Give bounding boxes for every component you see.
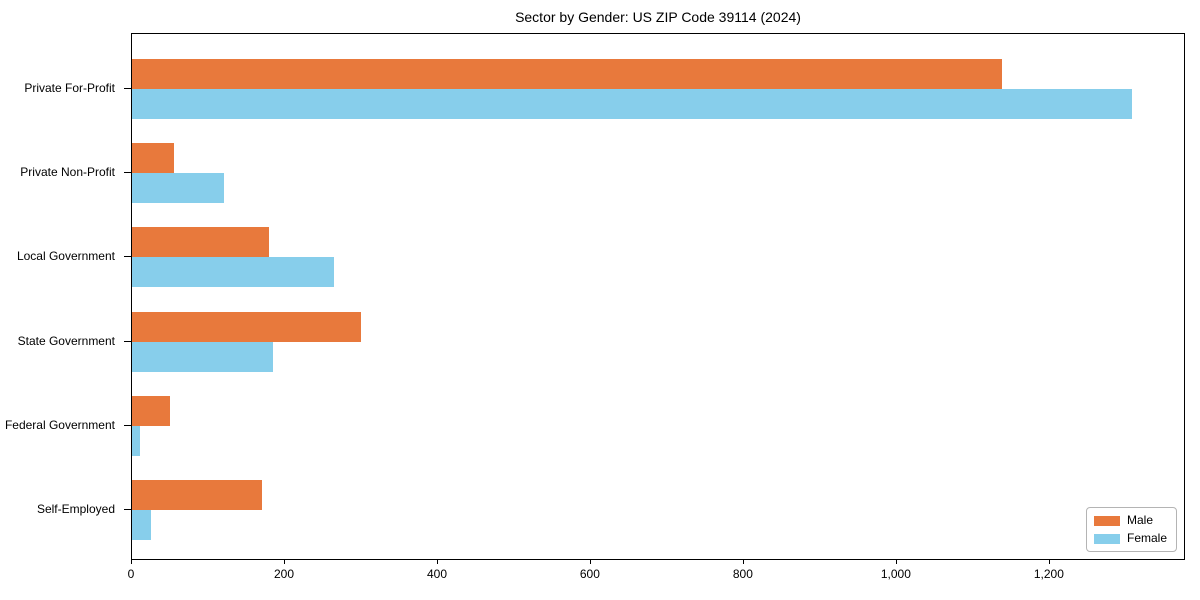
y-tick-label: Local Government bbox=[16, 249, 115, 264]
x-tick-mark bbox=[437, 560, 438, 564]
x-tick-label: 600 bbox=[579, 567, 600, 581]
y-tick-label: State Government bbox=[17, 333, 115, 348]
bar-female-1 bbox=[132, 173, 224, 204]
bar-male-2 bbox=[132, 227, 270, 258]
bar-female-4 bbox=[132, 425, 140, 456]
chart-title: Sector by Gender: US ZIP Code 39114 (202… bbox=[515, 9, 801, 25]
x-tick-label: 400 bbox=[426, 567, 448, 581]
y-tick-mark bbox=[124, 340, 131, 342]
y-tick-label: Private For-Profit bbox=[24, 81, 115, 95]
x-tick-mark bbox=[895, 560, 897, 564]
y-tick-label: Private Non-Profit bbox=[20, 165, 115, 180]
y-tick-mark bbox=[124, 172, 131, 174]
y-tick-label: Federal Government bbox=[4, 417, 115, 432]
x-tick-label: 200 bbox=[273, 567, 295, 581]
x-tick-mark bbox=[742, 560, 744, 564]
bar-female-3 bbox=[132, 341, 274, 372]
bar-male-1 bbox=[132, 143, 174, 174]
bar-male-5 bbox=[132, 480, 262, 510]
y-tick-mark bbox=[124, 424, 131, 426]
legend: Male Female bbox=[1085, 507, 1177, 552]
x-tick-label: 0 bbox=[127, 567, 135, 581]
x-tick-label: 1,200 bbox=[1033, 567, 1064, 581]
bar-female-2 bbox=[132, 257, 335, 288]
y-tick-mark bbox=[124, 256, 131, 258]
plot-area: Male Female bbox=[131, 33, 1185, 560]
x-tick-label: 800 bbox=[732, 567, 753, 581]
x-tick-mark bbox=[589, 560, 591, 564]
legend-entry-male: Male bbox=[1093, 513, 1167, 527]
legend-swatch-male bbox=[1093, 515, 1120, 526]
legend-swatch-female bbox=[1093, 533, 1120, 544]
bar-male-0 bbox=[132, 59, 1003, 89]
legend-entry-female: Female bbox=[1093, 531, 1167, 545]
x-tick-mark bbox=[284, 560, 285, 564]
y-tick-mark bbox=[124, 88, 131, 89]
bar-female-0 bbox=[132, 89, 1133, 119]
x-tick-mark bbox=[131, 560, 132, 564]
y-tick-mark bbox=[124, 509, 131, 510]
legend-label-female: Female bbox=[1126, 531, 1167, 545]
bar-male-4 bbox=[132, 395, 171, 426]
bar-female-5 bbox=[132, 510, 152, 540]
legend-label-male: Male bbox=[1126, 513, 1153, 527]
y-tick-label: Self-Employed bbox=[36, 502, 115, 516]
bar-male-3 bbox=[132, 311, 362, 342]
x-tick-mark bbox=[1048, 560, 1050, 564]
x-tick-label: 1,000 bbox=[880, 567, 911, 581]
